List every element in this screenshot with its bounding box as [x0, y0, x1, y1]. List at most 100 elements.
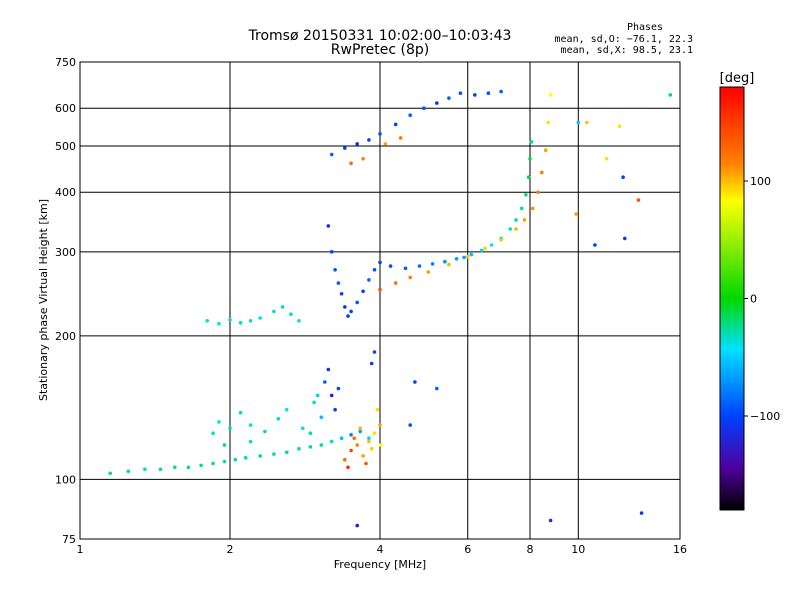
data-point	[339, 436, 344, 441]
data-point	[408, 275, 413, 280]
data-point	[489, 243, 494, 247]
data-point	[435, 101, 439, 105]
colorbar-ticks: 100 0 −100	[744, 175, 780, 423]
chart-title: Tromsø 20150331 10:02:00–10:03:43	[248, 28, 512, 44]
data-point	[536, 190, 540, 194]
data-point	[158, 467, 163, 472]
data-point	[469, 252, 474, 257]
y-tick-label: 300	[55, 246, 76, 259]
colorbar-tick-label: −100	[750, 410, 780, 423]
data-point	[585, 120, 589, 125]
data-point	[530, 206, 535, 211]
data-point	[514, 227, 518, 231]
colorbar-gradient	[719, 86, 745, 511]
y-tick-labels: 75 100 200 300 400 500 600 750	[55, 56, 76, 546]
data-point	[319, 415, 324, 420]
data-point	[378, 287, 382, 292]
data-point	[393, 122, 398, 127]
y-tick-label: 200	[55, 330, 76, 343]
data-point	[343, 305, 347, 309]
data-point	[233, 457, 238, 462]
data-point	[272, 309, 276, 314]
data-point	[383, 142, 388, 146]
data-point	[375, 407, 380, 412]
data-point	[211, 431, 215, 436]
data-point	[458, 91, 463, 95]
y-tick-label: 400	[55, 186, 76, 199]
data-point	[378, 260, 382, 265]
x-tick-label: 6	[464, 543, 471, 556]
data-point	[315, 393, 320, 398]
data-point	[639, 511, 644, 515]
data-point	[413, 380, 417, 384]
data-point	[108, 471, 112, 476]
data-point	[358, 429, 363, 434]
data-point	[329, 439, 334, 444]
colorbar-label: [deg]	[720, 71, 755, 86]
data-point	[143, 467, 147, 472]
data-point	[576, 120, 581, 125]
data-point	[574, 212, 578, 216]
data-point	[462, 255, 466, 260]
data-point	[408, 423, 413, 427]
data-point	[333, 268, 337, 272]
phase-o-stats: mean, sd,O: −76.1, 22.3	[555, 34, 693, 45]
data-point	[355, 523, 360, 528]
data-point	[228, 426, 232, 431]
data-point	[393, 281, 398, 285]
data-point	[349, 309, 353, 314]
data-point	[543, 148, 548, 152]
data-point	[280, 305, 285, 309]
data-point	[369, 446, 374, 451]
data-point	[361, 157, 365, 161]
data-point	[289, 312, 293, 317]
data-point	[369, 361, 374, 366]
x-tick-label: 16	[673, 543, 687, 556]
data-point	[372, 268, 377, 272]
data-point	[326, 224, 331, 228]
data-point	[361, 289, 365, 294]
colorbar-tick-label: 0	[750, 293, 757, 306]
grid-lines	[80, 62, 680, 539]
colorbar-tick-label: 100	[750, 175, 771, 188]
data-point	[540, 170, 544, 175]
data-point	[336, 281, 341, 285]
data-point	[323, 380, 327, 384]
data-point	[593, 243, 597, 247]
data-point	[483, 246, 487, 251]
data-point	[248, 319, 253, 323]
data-point	[326, 367, 331, 372]
data-point	[372, 350, 377, 354]
data-point	[526, 175, 531, 179]
data-point	[285, 450, 289, 455]
data-point	[352, 436, 357, 441]
data-point	[346, 465, 350, 470]
data-point	[528, 157, 532, 161]
data-point	[426, 270, 431, 274]
data-point	[447, 262, 451, 267]
data-point	[217, 321, 221, 326]
data-point	[621, 175, 625, 179]
data-point	[486, 91, 491, 95]
x-tick-label: 10	[571, 543, 585, 556]
y-axis-label: Stationary phase Virtual Height [km]	[37, 199, 50, 401]
data-point	[258, 316, 263, 320]
data-point	[312, 400, 316, 405]
data-point	[417, 264, 422, 268]
y-tick-label: 75	[62, 533, 76, 546]
data-point	[349, 161, 353, 166]
data-point	[346, 314, 350, 318]
data-point	[276, 417, 281, 421]
data-point	[333, 407, 337, 412]
data-point	[301, 426, 305, 431]
data-point	[329, 152, 334, 157]
data-point	[522, 218, 527, 222]
data-point	[379, 443, 383, 447]
data-point	[238, 321, 243, 325]
data-point	[548, 518, 553, 523]
data-point	[454, 257, 459, 261]
data-point	[222, 459, 227, 464]
x-axis-label: Frequency [MHz]	[334, 558, 426, 571]
data-point	[211, 461, 215, 466]
x-tick-label: 8	[527, 543, 534, 556]
